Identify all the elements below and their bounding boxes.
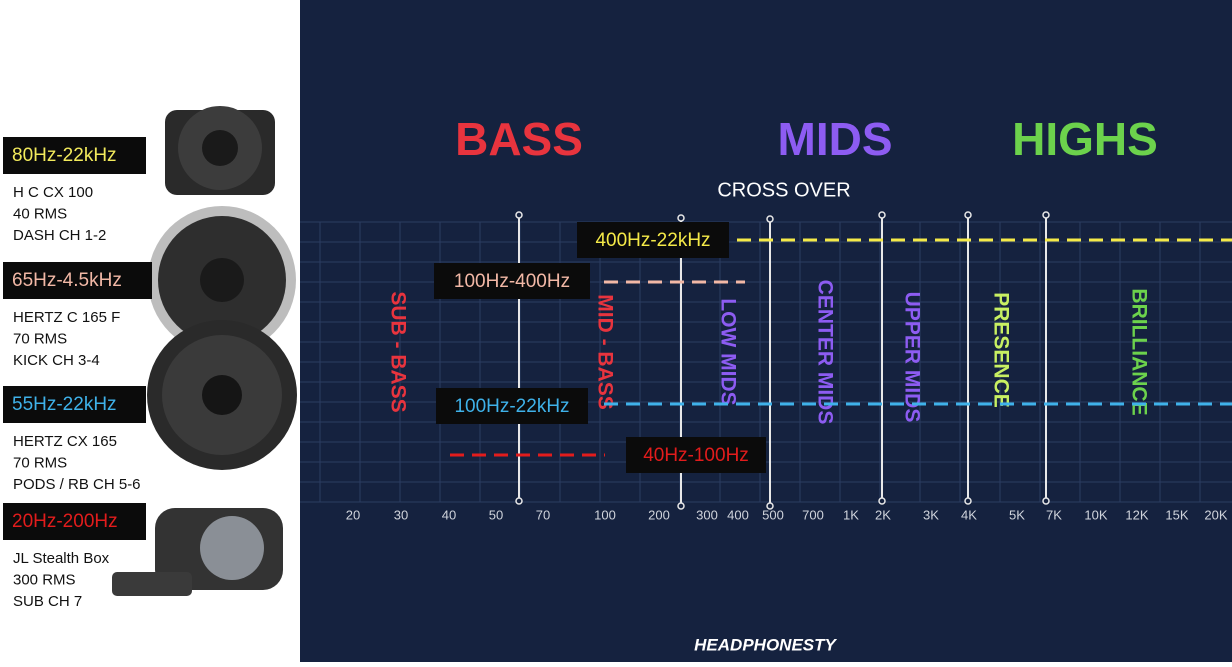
frequency-label: 20 (346, 507, 360, 522)
speaker-spec: PODS / RB CH 5-6 (13, 476, 141, 493)
frequency-label: 10K (1084, 507, 1107, 522)
post-end (964, 497, 972, 505)
band-label: SUB - BASS (386, 291, 409, 412)
frequency-label: 40 (442, 507, 456, 522)
speaker-spec: HERTZ CX 165 (13, 433, 117, 450)
watermark: HEADPHONESTY (694, 635, 837, 654)
crossover-box (626, 437, 766, 473)
speaker-image (165, 106, 275, 195)
frequency-label: 70 (536, 507, 550, 522)
frequency-label: 100 (594, 507, 616, 522)
frequency-label: 500 (762, 507, 784, 522)
frequency-label: 400 (727, 507, 749, 522)
speaker-spec: H C CX 100 (13, 184, 93, 201)
frequency-label: 15K (1165, 507, 1188, 522)
band-label: CENTER MIDS (813, 280, 836, 425)
range-label: 20Hz-200Hz (12, 511, 118, 532)
crossover-box (577, 222, 729, 258)
frequency-label: 200 (648, 507, 670, 522)
section-header: BASS (455, 113, 583, 165)
band-label: MID - BASS (593, 294, 616, 410)
post-end (515, 211, 523, 219)
section-header: MIDS (778, 113, 893, 165)
speaker-image (148, 206, 296, 354)
range-label: 65Hz-4.5kHz (12, 270, 122, 291)
post-end (766, 215, 774, 223)
frequency-label: 7K (1046, 507, 1062, 522)
post-end (677, 502, 685, 510)
post-end (964, 211, 972, 219)
range-box (3, 386, 146, 423)
range-box (3, 503, 146, 540)
frequency-label: 20K (1204, 507, 1227, 522)
crossover-label: 40Hz-100Hz (643, 445, 749, 466)
frequency-label: 30 (394, 507, 408, 522)
frequency-label: 2K (875, 507, 891, 522)
frequency-label: 4K (961, 507, 977, 522)
speaker-image (112, 508, 283, 596)
frequency-label: 700 (802, 507, 824, 522)
section-header: HIGHS (1012, 113, 1158, 165)
crossover-label: 400Hz-22kHz (595, 230, 710, 251)
range-box (3, 262, 152, 299)
frequency-label: 1K (843, 507, 859, 522)
speaker-spec: DASH CH 1-2 (13, 227, 106, 244)
post-end (1042, 497, 1050, 505)
frequency-label: 50 (489, 507, 503, 522)
speaker-spec: HERTZ C 165 F (13, 309, 120, 326)
post-end (1042, 211, 1050, 219)
range-box (3, 137, 146, 174)
speaker-spec: KICK CH 3-4 (13, 352, 100, 369)
speaker-spec: 40 RMS (13, 205, 67, 222)
post-end (878, 211, 886, 219)
band-label: UPPER MIDS (900, 292, 923, 423)
post-end (878, 497, 886, 505)
band-label: LOW MIDS (716, 298, 739, 405)
frequency-label: 3K (923, 507, 939, 522)
crossover-label: 100Hz-22kHz (454, 396, 569, 417)
speaker-spec: JL Stealth Box (13, 550, 110, 567)
crossover-label: 100Hz-400Hz (454, 271, 570, 292)
frequency-label: 12K (1125, 507, 1148, 522)
post-end (766, 502, 774, 510)
crossover-title: CROSS OVER (717, 179, 850, 201)
band-label: BRILLIANCE (1127, 288, 1150, 415)
frequency-label: 5K (1009, 507, 1025, 522)
speaker-image (147, 320, 297, 470)
speaker-spec: SUB CH 7 (13, 593, 82, 610)
range-label: 80Hz-22kHz (12, 145, 117, 166)
post-end (515, 497, 523, 505)
speaker-spec: 70 RMS (13, 454, 67, 471)
speaker-spec: 300 RMS (13, 571, 76, 588)
crossover-box (434, 263, 590, 299)
range-label: 55Hz-22kHz (12, 394, 117, 415)
frequency-label: 300 (696, 507, 718, 522)
post-end (677, 214, 685, 222)
speaker-spec: 70 RMS (13, 330, 67, 347)
crossover-box (436, 388, 588, 424)
chart-panel (300, 0, 1232, 662)
band-label: PRESENCE (989, 292, 1012, 408)
